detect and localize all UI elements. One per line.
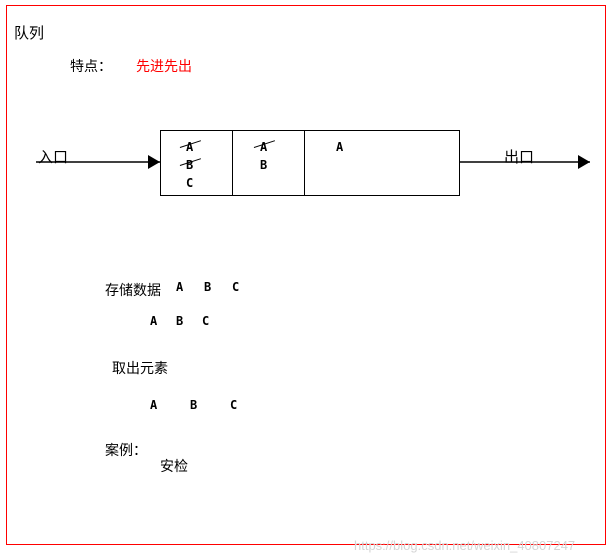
case-value: 安检 xyxy=(160,456,188,476)
store-sequence-letter: A xyxy=(176,280,183,294)
queue-cell-letter: C xyxy=(186,176,193,190)
arrows-svg xyxy=(0,0,616,555)
take-sequence-letter: C xyxy=(230,398,237,412)
queue-cell-letter: B xyxy=(260,158,267,172)
queue-cell-letter: A xyxy=(336,140,343,154)
entry-arrow-head xyxy=(148,155,160,169)
store-sequence-letter: C xyxy=(202,314,209,328)
store-sequence-letter: B xyxy=(176,314,183,328)
store-label: 存储数据 xyxy=(105,280,161,300)
diagram-canvas: 队列 特点： 先进先出 入口 出口 存储数据 取出元素 案例： 安检 https… xyxy=(0,0,616,555)
queue-box xyxy=(160,130,460,196)
take-sequence-letter: A xyxy=(150,398,157,412)
exit-arrow-head xyxy=(578,155,590,169)
queue-divider xyxy=(304,130,305,196)
store-sequence-letter: B xyxy=(204,280,211,294)
take-label: 取出元素 xyxy=(112,358,168,378)
case-label: 案例： xyxy=(105,440,147,460)
watermark: https://blog.csdn.net/weixin_40807247 xyxy=(354,538,575,553)
queue-divider xyxy=(232,130,233,196)
store-sequence-letter: A xyxy=(150,314,157,328)
store-sequence-letter: C xyxy=(232,280,239,294)
take-sequence-letter: B xyxy=(190,398,197,412)
